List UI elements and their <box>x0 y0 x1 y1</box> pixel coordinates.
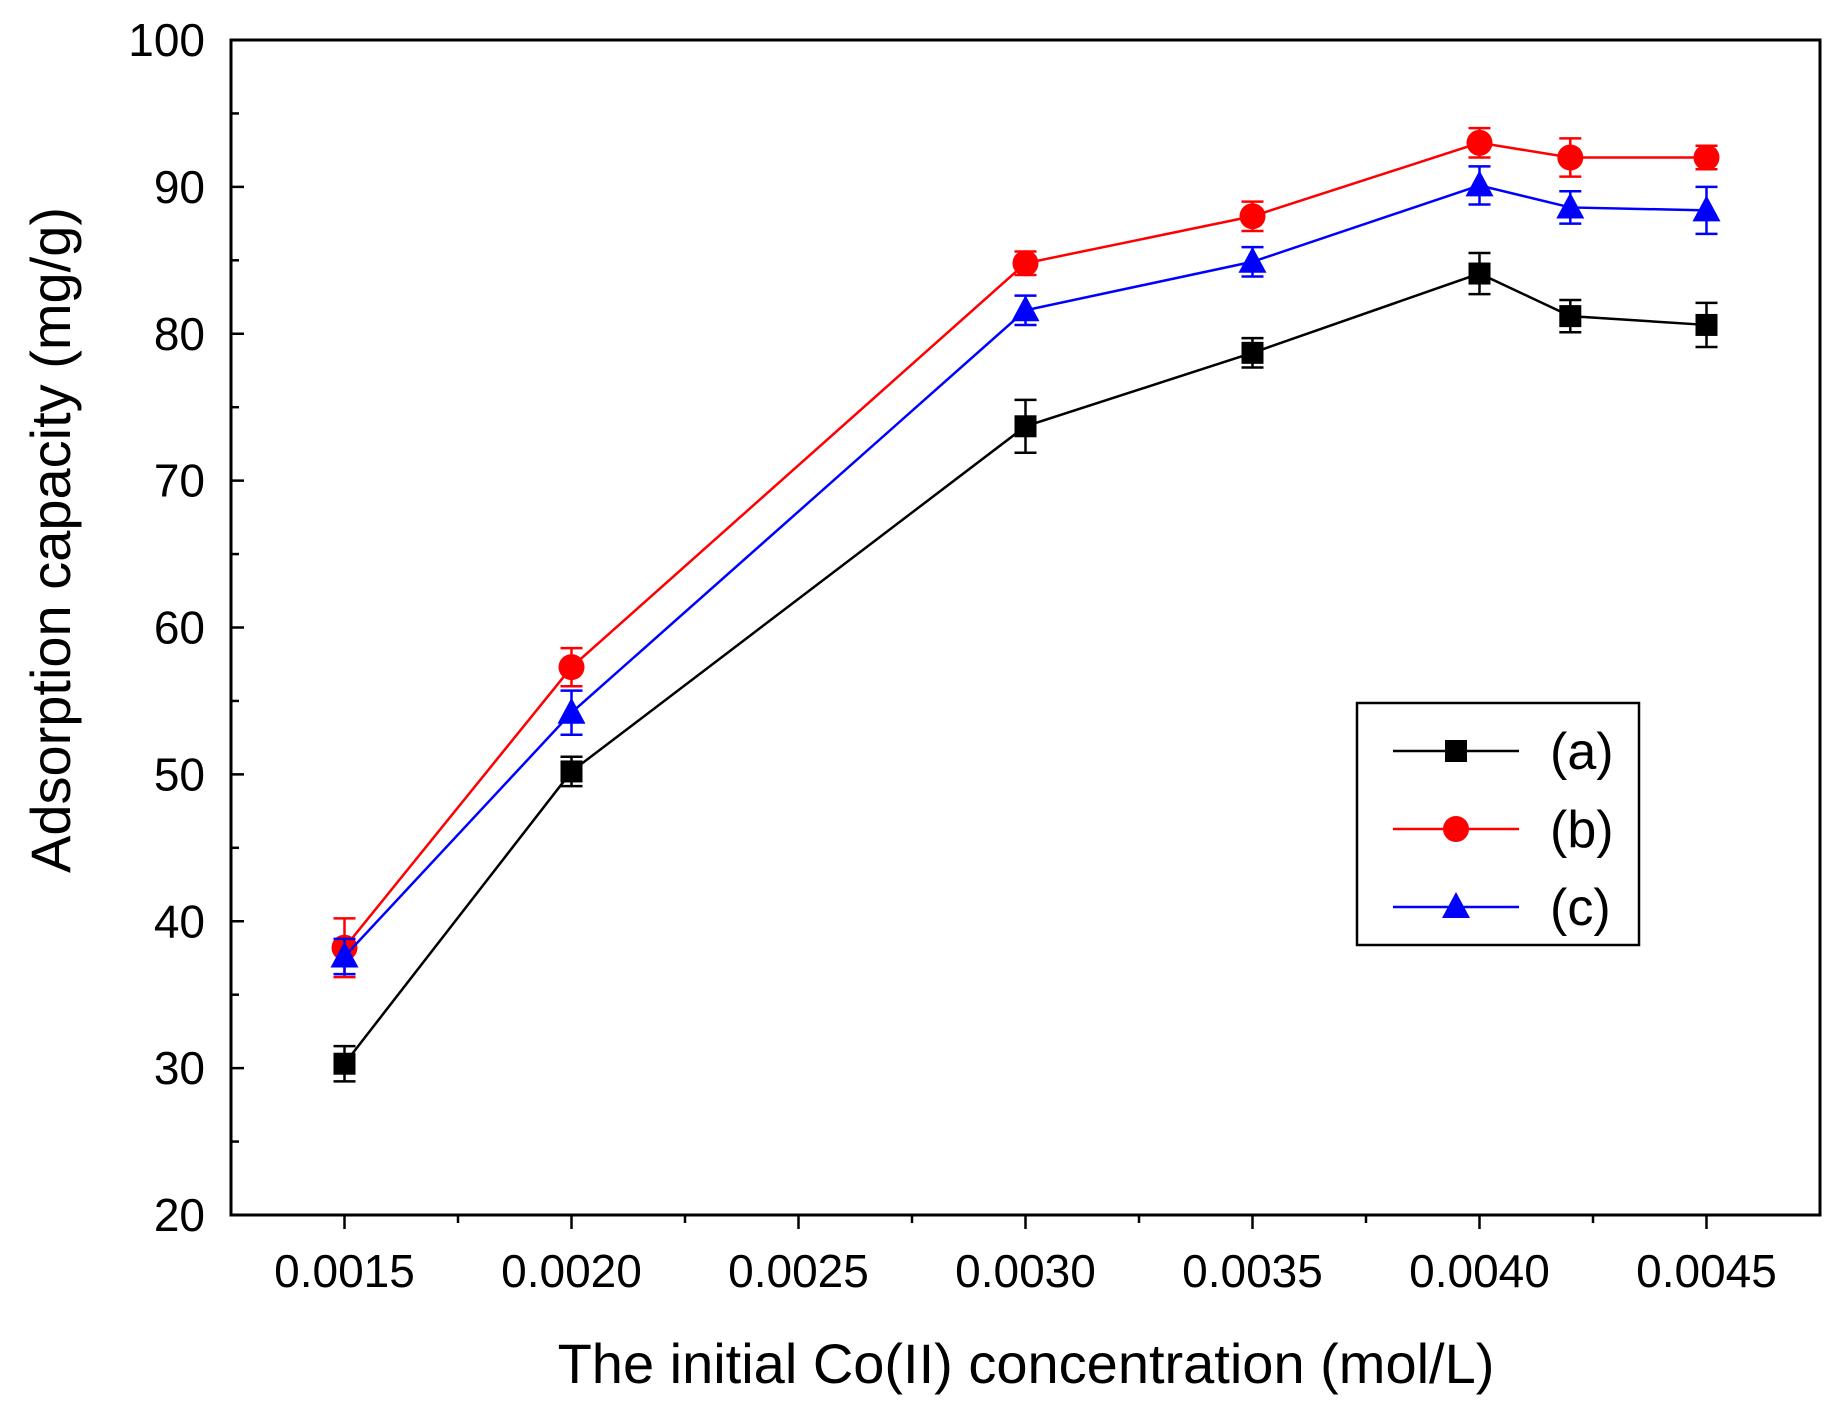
data-point-marker <box>333 1052 356 1075</box>
data-point-marker <box>1011 295 1040 322</box>
data-point-marker <box>1695 313 1718 336</box>
data-point-marker <box>1468 262 1491 285</box>
x-axis-title: The initial Co(II) concentration (mol/L) <box>558 1332 1495 1395</box>
data-point-marker <box>1014 415 1037 438</box>
data-point-marker <box>1466 129 1493 156</box>
y-tick-label: 80 <box>154 308 205 360</box>
legend: (a) (b) (c) <box>1355 701 1641 947</box>
x-tick-label: 0.0040 <box>1409 1245 1550 1297</box>
data-point-marker <box>1692 195 1721 222</box>
x-tick-label: 0.0045 <box>1636 1245 1777 1297</box>
y-tick-label: 30 <box>154 1042 205 1094</box>
legend-label: (b) <box>1550 801 1614 859</box>
series-square <box>333 251 1718 1083</box>
legend-items: (a) (b) (c) <box>1393 723 1614 937</box>
x-tick-label: 0.0035 <box>1182 1245 1323 1297</box>
y-tick-label: 40 <box>154 895 205 947</box>
data-point-marker <box>558 654 585 681</box>
data-point-marker <box>1556 192 1585 219</box>
y-tick-label: 50 <box>154 748 205 800</box>
series-circle <box>331 126 1720 979</box>
data-point-marker <box>1559 305 1582 328</box>
ticks: 20 30 40 50 60 70 80 90 100 0.0015 0.0020 0.0025 0.0… <box>128 14 1777 1297</box>
series-triangle <box>330 165 1721 976</box>
data-point-marker <box>1465 170 1494 197</box>
y-tick-label: 20 <box>154 1189 205 1241</box>
data-point-marker <box>1238 246 1267 273</box>
data-point-marker <box>1557 144 1584 171</box>
legend-item: (c) <box>1393 879 1611 937</box>
data-point-marker <box>1239 203 1266 230</box>
data-point-marker <box>330 941 359 968</box>
y-tick-label: 90 <box>154 161 205 213</box>
data-point-marker <box>1693 144 1720 171</box>
x-tick-label: 0.0025 <box>728 1245 869 1297</box>
x-tick-label: 0.0015 <box>274 1245 415 1297</box>
x-tick-label: 0.0020 <box>501 1245 642 1297</box>
legend-label: (c) <box>1550 879 1611 937</box>
legend-marker <box>1445 740 1467 762</box>
x-tick-label: 0.0030 <box>955 1245 1096 1297</box>
legend-item: (a) <box>1393 723 1614 781</box>
legend-label: (a) <box>1550 723 1614 781</box>
legend-marker <box>1442 892 1470 918</box>
data-point-marker <box>1241 341 1264 364</box>
y-tick-label: 100 <box>128 14 205 66</box>
legend-marker <box>1443 816 1469 842</box>
y-tick-label: 60 <box>154 602 205 654</box>
data-point-marker <box>557 697 586 724</box>
data-point-marker <box>1012 250 1039 277</box>
legend-box <box>1355 701 1641 947</box>
y-tick-label: 70 <box>154 455 205 507</box>
legend-item: (b) <box>1393 801 1614 859</box>
y-axis-title: Adsorption capacity (mg/g) <box>19 207 82 873</box>
data-point-marker <box>560 760 583 783</box>
data-series <box>330 126 1721 1083</box>
